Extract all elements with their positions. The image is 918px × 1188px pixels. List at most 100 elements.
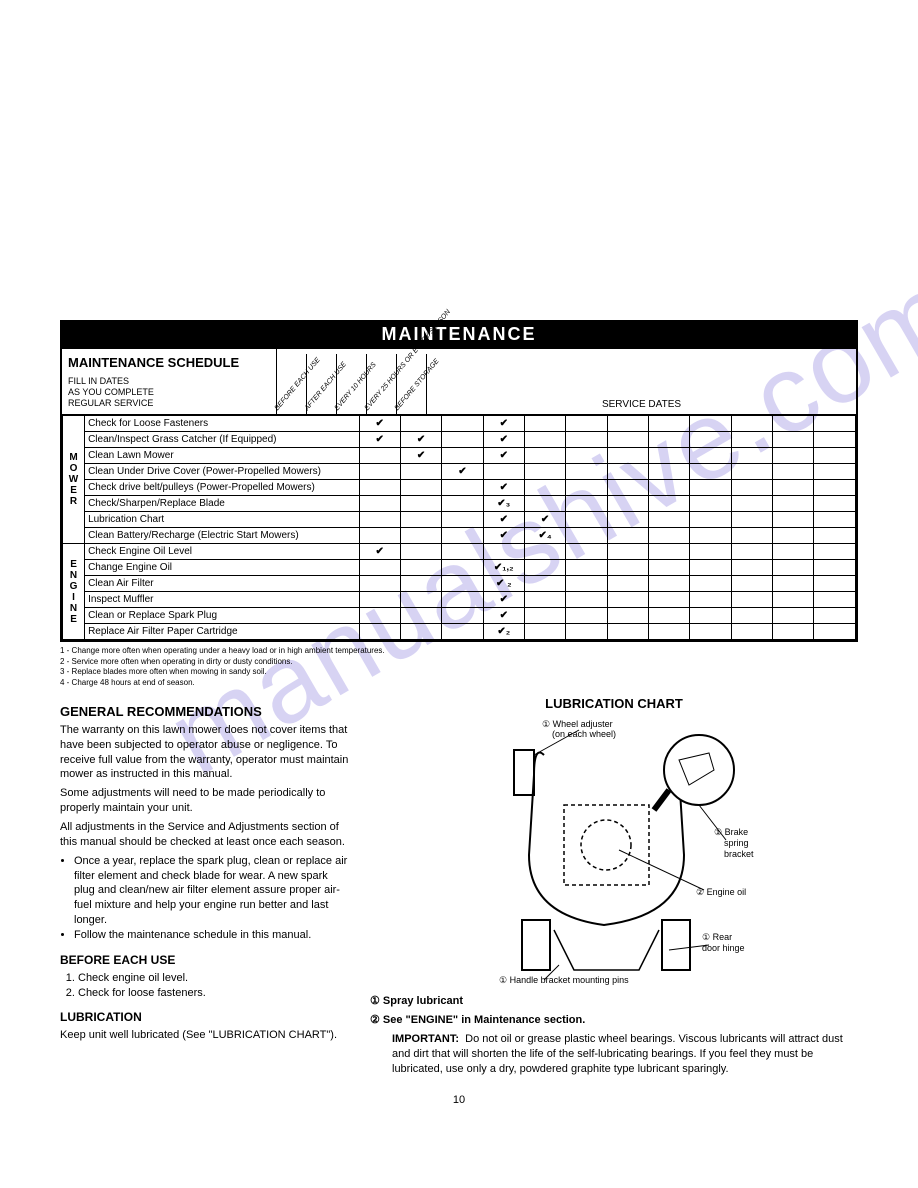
general-bullet: Follow the maintenance schedule in this …: [74, 928, 350, 943]
service-date-cell: [607, 624, 648, 640]
check-cell: ✔: [483, 592, 524, 608]
check-cell: [442, 592, 483, 608]
service-date-cell: [814, 480, 856, 496]
service-date-cell: [731, 528, 772, 544]
service-date-cell: [649, 576, 690, 592]
service-date-cell: [607, 608, 648, 624]
service-date-cell: [607, 528, 648, 544]
check-cell: [359, 528, 400, 544]
service-date-cell: [814, 576, 856, 592]
check-cell: [400, 544, 441, 560]
service-date-cell: [690, 624, 731, 640]
task-cell: Check Engine Oil Level: [85, 544, 359, 560]
check-cell: [400, 512, 441, 528]
check-cell: ✔₄: [524, 528, 565, 544]
service-date-cell: [649, 608, 690, 624]
legend-spray: ① Spray lubricant: [370, 994, 858, 1007]
task-cell: Check for Loose Fasteners: [85, 416, 359, 432]
service-date-cell: [649, 448, 690, 464]
check-cell: [524, 416, 565, 432]
service-date-cell: [773, 448, 814, 464]
service-date-cell: [607, 448, 648, 464]
check-cell: [400, 608, 441, 624]
service-date-cell: [649, 560, 690, 576]
check-cell: [359, 560, 400, 576]
task-cell: Clean Air Filter: [85, 576, 359, 592]
general-bullet: Once a year, replace the spark plug, cle…: [74, 854, 350, 928]
check-cell: ✔: [483, 448, 524, 464]
service-date-cell: [814, 464, 856, 480]
service-date-cell: [773, 480, 814, 496]
check-cell: [483, 544, 524, 560]
check-cell: [442, 624, 483, 640]
category-cell: ENGINE: [63, 544, 85, 640]
service-date-cell: [649, 480, 690, 496]
service-date-cell: [773, 560, 814, 576]
check-cell: [400, 496, 441, 512]
service-date-cell: [814, 544, 856, 560]
check-cell: [442, 560, 483, 576]
service-date-cell: [814, 432, 856, 448]
lubrication-heading: LUBRICATION: [60, 1010, 350, 1024]
svg-text:spring: spring: [724, 838, 749, 848]
service-date-cell: [731, 496, 772, 512]
check-cell: [442, 576, 483, 592]
schedule-table: MOWERCheck for Loose Fasteners✔✔Clean/In…: [62, 415, 856, 640]
task-cell: Clean Under Drive Cover (Power-Propelled…: [85, 464, 359, 480]
check-cell: ✔: [483, 528, 524, 544]
section-banner: MAINTENANCE: [60, 320, 858, 349]
service-date-cell: [690, 528, 731, 544]
service-date-cell: [690, 480, 731, 496]
service-date-cell: [566, 608, 607, 624]
service-date-cell: [607, 544, 648, 560]
service-date-cell: [814, 528, 856, 544]
service-date-cell: [607, 512, 648, 528]
service-date-cell: [690, 560, 731, 576]
check-cell: [400, 416, 441, 432]
service-date-cell: [731, 592, 772, 608]
service-date-cell: [690, 608, 731, 624]
service-date-cell: [566, 496, 607, 512]
service-date-cell: [731, 480, 772, 496]
check-cell: ✔: [400, 448, 441, 464]
check-cell: [359, 448, 400, 464]
service-date-cell: [814, 512, 856, 528]
general-heading: GENERAL RECOMMENDATIONS: [60, 704, 350, 719]
service-date-cell: [649, 528, 690, 544]
service-date-cell: [773, 432, 814, 448]
service-date-cell: [649, 544, 690, 560]
page-number: 10: [60, 1094, 858, 1106]
check-cell: [359, 464, 400, 480]
service-date-cell: [731, 544, 772, 560]
service-date-cell: [731, 608, 772, 624]
check-cell: [524, 576, 565, 592]
service-date-cell: [814, 608, 856, 624]
service-date-cell: [773, 416, 814, 432]
footnote: 2 - Service more often when operating in…: [60, 657, 858, 667]
service-date-cell: [690, 432, 731, 448]
service-date-cell: [649, 496, 690, 512]
service-date-cell: [731, 576, 772, 592]
service-date-cell: [731, 432, 772, 448]
service-date-cell: [773, 512, 814, 528]
service-date-cell: [566, 480, 607, 496]
service-date-cell: [607, 432, 648, 448]
check-cell: [359, 480, 400, 496]
check-cell: [524, 464, 565, 480]
check-cell: ✔: [442, 464, 483, 480]
footnotes: 1 - Change more often when operating und…: [60, 646, 858, 688]
service-date-cell: [773, 464, 814, 480]
service-date-cell: [814, 496, 856, 512]
before-use-item: Check for loose fasteners.: [78, 986, 350, 1001]
task-cell: Check/Sharpen/Replace Blade: [85, 496, 359, 512]
lubri-chart-title: LUBRICATION CHART: [370, 696, 858, 711]
service-date-cell: [566, 528, 607, 544]
service-date-cell: [690, 416, 731, 432]
check-cell: [524, 608, 565, 624]
svg-text:① Handle bracket mounting pins: ① Handle bracket mounting pins: [499, 975, 629, 985]
check-cell: [400, 528, 441, 544]
service-date-cell: [566, 432, 607, 448]
svg-text:bracket: bracket: [724, 849, 754, 859]
service-date-cell: [566, 512, 607, 528]
service-date-cell: [773, 496, 814, 512]
